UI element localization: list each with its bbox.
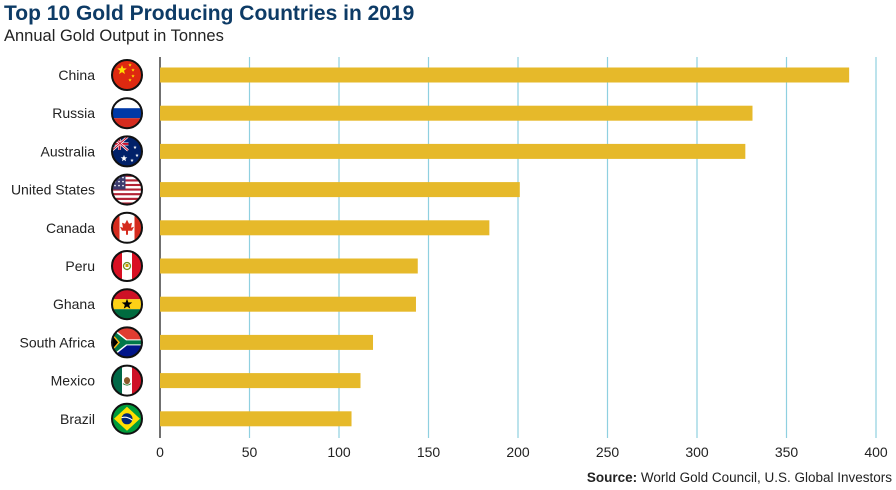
mexico-flag-icon: [111, 364, 143, 397]
ghana-flag-icon: [111, 288, 143, 321]
x-tick-label: 400: [864, 444, 888, 460]
bar-canada: [160, 220, 490, 236]
bar-brazil: [160, 411, 352, 427]
x-tick-label: 100: [327, 444, 351, 460]
source-note: Source: World Gold Council, U.S. Global …: [587, 470, 892, 485]
canada-flag-icon: [111, 211, 143, 244]
category-label: Australia: [41, 143, 96, 159]
chart-subtitle: Annual Gold Output in Tonnes: [4, 27, 224, 45]
bar-united-states: [160, 182, 520, 198]
category-label: China: [58, 67, 95, 83]
bars: [160, 67, 850, 427]
category-label: Ghana: [53, 296, 95, 312]
category-labels: China Russia Australia United States Canada P…: [11, 67, 95, 427]
bar-peru: [160, 258, 418, 274]
category-label: United States: [11, 182, 95, 198]
source-label: Source:: [586, 470, 638, 485]
category-label: South Africa: [20, 334, 96, 350]
x-tick-label: 200: [506, 444, 530, 460]
bar-south-africa: [160, 334, 374, 350]
x-tick-label: 150: [417, 444, 441, 460]
bar-russia: [160, 105, 753, 121]
category-label: Russia: [52, 105, 95, 121]
x-tick-label: 350: [775, 444, 799, 460]
category-label: Canada: [46, 220, 95, 236]
peru-flag-icon: [111, 250, 143, 282]
x-tick-label: 50: [242, 444, 258, 460]
bar-ghana: [160, 296, 416, 312]
flag-icons: [111, 59, 143, 435]
x-tick-label: 300: [685, 444, 709, 460]
category-label: Peru: [65, 258, 95, 274]
category-label: Brazil: [60, 411, 95, 427]
bar-australia: [160, 143, 746, 159]
x-tick-label: 0: [156, 444, 164, 460]
bar-mexico: [160, 373, 361, 389]
x-tick-label: 250: [596, 444, 620, 460]
brazil-flag-icon: [111, 402, 143, 435]
russia-flag-icon: [111, 97, 143, 130]
united-states-flag-icon: [111, 173, 143, 206]
bar-china: [160, 67, 850, 83]
australia-flag-icon: [111, 135, 143, 168]
source-text: World Gold Council, U.S. Global Investor…: [637, 470, 892, 485]
x-tick-labels: 0 50 100 150 200 250 300 350 400: [156, 444, 888, 460]
south-africa-flag-icon: [111, 326, 143, 359]
chart-title: Top 10 Gold Producing Countries in 2019: [4, 2, 415, 25]
category-label: Mexico: [51, 373, 96, 389]
china-flag-icon: [111, 59, 143, 91]
